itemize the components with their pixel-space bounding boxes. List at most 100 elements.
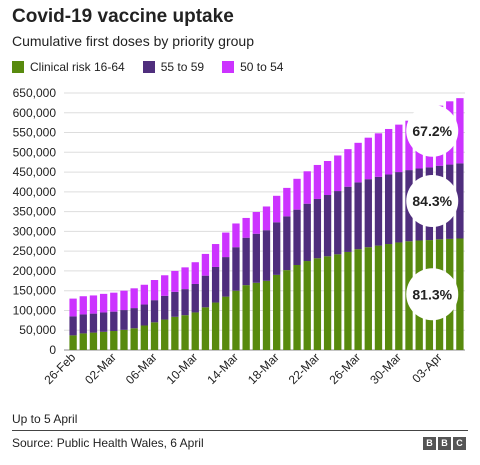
bar-segment-55-to-59 [222,257,230,297]
bar-segment-clinical-risk-16-64 [456,238,464,350]
bar-segment-50-to-54 [344,149,352,187]
bar-segment-50-to-54 [252,212,260,234]
bar-segment-50-to-54 [161,275,169,296]
legend-item-50-to-54: 50 to 54 [222,60,283,74]
x-tick-label: 18-Mar [245,350,282,387]
bar-segment-50-to-54 [69,298,77,317]
x-tick-label: 03-Apr [409,350,444,385]
bbc-logo-letter: C [453,437,466,450]
bar-segment-55-to-59 [374,176,383,246]
bar-segment-clinical-risk-16-64 [181,315,189,350]
bar-segment-50-to-54 [323,161,332,196]
bar-segment-50-to-54 [150,280,159,301]
bbc-logo: B B C [421,437,466,450]
bar-segment-clinical-risk-16-64 [150,322,159,350]
annotation-label: 81.3% [412,286,452,302]
bar-segment-clinical-risk-16-64 [262,280,271,350]
x-tick-label: 06-Mar [123,350,160,387]
y-tick-label: 500,000 [13,145,57,159]
bar-segment-clinical-risk-16-64 [313,258,322,350]
x-tick-label: 26-Feb [41,350,78,387]
bar-segment-55-to-59 [130,308,138,329]
bar-segment-55-to-59 [211,266,220,303]
y-tick-label: 200,000 [13,264,57,278]
bar-segment-50-to-54 [313,164,322,199]
bar-segment-55-to-59 [181,289,189,316]
bar-segment-50-to-54 [130,288,138,309]
bar-segment-55-to-59 [334,191,342,255]
legend: Clinical risk 16-64 55 to 59 50 to 54 [12,60,301,74]
legend-swatch-50-to-54 [222,61,235,73]
footnote: Up to 5 April [12,412,78,426]
bar-segment-clinical-risk-16-64 [323,256,332,350]
annotation-label: 67.2% [412,123,452,139]
bar-segment-55-to-59 [273,222,281,275]
bar-segment-50-to-54 [201,253,210,276]
bar-segment-clinical-risk-16-64 [252,282,260,350]
bar-segment-clinical-risk-16-64 [191,312,199,350]
bar-segment-55-to-59 [79,314,87,334]
bar-segment-clinical-risk-16-64 [395,242,403,350]
bar-segment-clinical-risk-16-64 [99,331,108,350]
bar-segment-50-to-54 [242,217,250,238]
bar-segment-50-to-54 [232,223,240,248]
bar-segment-55-to-59 [303,203,311,262]
bar-segment-50-to-54 [405,120,413,171]
bar-segment-50-to-54 [171,270,179,292]
bar-segment-55-to-59 [323,195,332,257]
bar-segment-55-to-59 [171,291,179,317]
bar-segment-clinical-risk-16-64 [161,319,169,350]
bar-segment-55-to-59 [384,174,393,245]
stacked-bar-chart: 0 50,000 100,000 150,000 200,000 250,000 300,0… [13,86,465,387]
bar-segment-clinical-risk-16-64 [334,254,342,350]
bar-segment-clinical-risk-16-64 [120,329,128,350]
bar-segment-50-to-54 [395,124,403,173]
legend-label-clinical-risk: Clinical risk 16-64 [30,60,125,74]
bar-segment-clinical-risk-16-64 [110,331,118,350]
y-tick-label: 400,000 [13,185,57,199]
bar-segment-50-to-54 [364,137,372,180]
y-tick-label: 50,000 [19,323,56,337]
bar-segment-55-to-59 [161,295,169,320]
bar-segment-55-to-59 [69,316,77,336]
bar-segment-55-to-59 [344,186,352,252]
bar-segment-55-to-59 [242,237,250,286]
bar-segment-clinical-risk-16-64 [273,274,281,350]
bar-segment-55-to-59 [201,275,210,308]
bar-segment-55-to-59 [191,283,199,313]
legend-label-50-to-54: 50 to 54 [240,60,284,74]
y-tick-label: 600,000 [13,106,57,120]
y-tick-label: 150,000 [13,284,57,298]
x-tick-label: 22-Mar [286,350,323,387]
bar-segment-55-to-59 [120,310,128,330]
bar-segment-50-to-54 [140,284,149,305]
bar-segment-clinical-risk-16-64 [79,333,87,350]
bar-segment-55-to-59 [252,233,260,283]
y-tick-label: 100,000 [13,303,57,317]
bar-segment-clinical-risk-16-64 [211,302,220,350]
bar-segment-55-to-59 [364,179,372,248]
y-tick-label: 350,000 [13,205,57,219]
x-tick-label: 14-Mar [204,350,241,387]
legend-item-clinical-risk: Clinical risk 16-64 [12,60,125,74]
bar-segment-clinical-risk-16-64 [171,316,179,350]
bar-segment-clinical-risk-16-64 [354,249,362,350]
bar-segment-50-to-54 [262,206,271,231]
bar-segment-55-to-59 [262,230,271,281]
bar-segment-clinical-risk-16-64 [344,251,352,350]
bar-segment-55-to-59 [89,313,98,333]
x-tick-label: 26-Mar [326,350,363,387]
bar-segment-clinical-risk-16-64 [69,335,77,350]
bar-segment-55-to-59 [313,198,322,259]
bar-segment-clinical-risk-16-64 [364,247,372,350]
x-tick-label: 30-Mar [367,350,404,387]
bbc-logo-letter: B [438,437,451,450]
annotation-bubble [406,268,459,321]
bar-segment-50-to-54 [89,295,98,314]
annotation-label: 84.3% [412,193,452,209]
chart-subtitle: Cumulative first doses by priority group [12,33,254,49]
bar-segment-55-to-59 [293,209,301,265]
bar-segment-50-to-54 [110,292,118,312]
bar-segment-clinical-risk-16-64 [140,325,149,350]
bar-segment-50-to-54 [334,155,342,192]
